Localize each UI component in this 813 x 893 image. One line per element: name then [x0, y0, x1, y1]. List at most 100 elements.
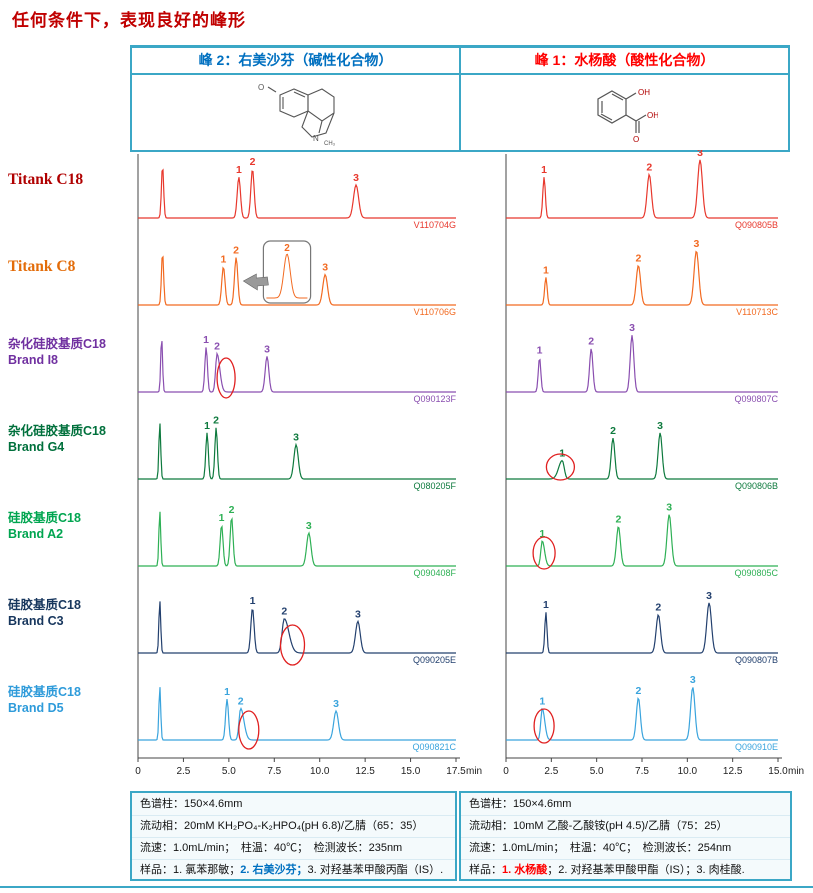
peak-number: 2: [615, 513, 621, 525]
peak-number: 2: [635, 252, 641, 264]
axis-tick-label: 15.0: [768, 766, 788, 777]
chromatogram-trace: [506, 687, 778, 741]
peak-number: 3: [264, 343, 270, 355]
carbonyl-oxygen-label: O: [633, 135, 639, 144]
condition-text-segment: 流动相：10mM 乙酸-乙酸铵(pH 4.5)/乙腈（75：25）: [469, 820, 728, 832]
right-compound-cell: 峰 1：水杨酸（酸性化合物） OH O OH: [459, 48, 790, 150]
axis-tick-label: 12.5: [723, 766, 743, 777]
column-label: 杂化硅胶基质C18 Brand I8: [8, 337, 106, 368]
axis-tick-label: 2.5: [176, 766, 190, 777]
axis-tick-label: 15.0: [401, 766, 421, 777]
condition-text-segment: 样品：: [469, 864, 502, 876]
compound-header-table: 峰 2：右美沙芬（碱性化合物） O N CH₃: [130, 45, 790, 152]
peak-number: 1: [236, 164, 242, 176]
condition-line: 流速：1.0mL/min； 柱温：40℃； 检测波长：235nm: [132, 838, 455, 860]
peak-number: 3: [353, 172, 359, 184]
left-compound-header: 峰 2：右美沙芬（碱性化合物）: [132, 48, 459, 75]
n-methyl-label: CH₃: [324, 141, 336, 147]
condition-text-segment: 色谱柱：150×4.6mm: [469, 798, 572, 810]
chromatogram-trace: [138, 341, 456, 393]
column-label: Titank C18: [8, 171, 84, 188]
chromatogram-trace: [506, 250, 778, 306]
peak-number: 3: [322, 262, 328, 274]
axis-tick-label: 17.5: [446, 766, 466, 777]
peak-number: 3: [293, 432, 299, 444]
peak-number: 2: [233, 245, 239, 257]
axis-tick-label: 10.0: [310, 766, 330, 777]
defect-highlight-ellipse: [238, 710, 260, 750]
peak-number: 3: [706, 590, 712, 602]
sample-code: Q090123F: [413, 394, 456, 404]
condition-text-segment: 流动相：20mM KH₂PO₄-K₂HPO₄(pH 6.8)/乙腈（65：35）: [140, 820, 424, 832]
peak-number: 3: [666, 502, 672, 514]
arrow-icon: [242, 273, 269, 291]
sample-code: Q090408F: [413, 568, 456, 578]
peak-number: 2: [281, 606, 287, 618]
condition-text-segment: 样品：1. 氯苯那敏；: [140, 864, 241, 876]
axis-tick-label: 5.0: [590, 766, 604, 777]
sample-code: Q090805C: [734, 568, 778, 578]
condition-text-segment: 流速：1.0mL/min； 柱温：40℃； 检测波长：254nm: [469, 842, 732, 854]
peak-number: 1: [204, 420, 210, 432]
defect-highlight-ellipse: [532, 536, 556, 570]
peak-number: 1: [539, 528, 545, 540]
chromatogram-trace: [506, 602, 778, 654]
structure-bonds: [267, 86, 335, 138]
condition-text-segment: 色谱柱：150×4.6mm: [140, 798, 243, 810]
defect-highlight-ellipse: [545, 453, 576, 481]
sample-code: Q090807B: [735, 655, 778, 665]
chromatogram-trace: [506, 432, 778, 480]
peak-number: 1: [220, 254, 226, 266]
peak-number: 1: [539, 695, 545, 707]
condition-text-segment: 1. 水杨酸: [502, 864, 548, 876]
axis-tick-label: 12.5: [355, 766, 375, 777]
axis-tick-label: 7.5: [635, 766, 649, 777]
chromatogram-trace: [138, 255, 456, 306]
condition-text-segment: 3. 对羟基苯甲酸丙酯（IS）.: [307, 864, 444, 876]
peak-number: 1: [543, 599, 549, 611]
peak-number: 3: [306, 520, 312, 532]
dextromethorphan-structure-image: O N CH₃: [132, 75, 459, 150]
condition-line: 流速：1.0mL/min； 柱温：40℃； 检测波长：254nm: [461, 838, 790, 860]
axis-unit-label: min: [788, 766, 804, 777]
peak-number: 1: [541, 164, 547, 176]
sample-code: Q090805B: [735, 220, 778, 230]
defect-highlight-ellipse: [216, 357, 236, 399]
chromatogram-trace: [138, 423, 456, 480]
inset-peak-trace: [266, 253, 308, 299]
peak-number: 3: [333, 698, 339, 710]
left-chromatogram-column: 0 2.5 5.0 7.5 10.0 12.5 15.0 17.5 min123V110704G…: [135, 154, 482, 777]
chromatogram-trace: [138, 168, 456, 219]
defect-highlight-ellipse: [279, 624, 306, 666]
condition-line: 流动相：10mM 乙酸-乙酸铵(pH 4.5)/乙腈（75：25）: [461, 816, 790, 838]
dextromethorphan-structure: O N CH₃: [258, 83, 336, 147]
column-label: Titank C8: [8, 258, 76, 275]
acid-hydroxyl-label: OH: [647, 111, 658, 120]
chromatogram-trace: [506, 514, 778, 567]
right-conditions-box: 色谱柱：150×4.6mm 流动相：10mM 乙酸-乙酸铵(pH 4.5)/乙腈（…: [459, 791, 792, 881]
peak-number: 3: [697, 150, 703, 159]
sample-code: V110704G: [414, 220, 456, 230]
sample-code: Q080205F: [413, 481, 456, 491]
chromatogram-trace: [138, 601, 456, 654]
condition-line: 样品：1. 氯苯那敏；2. 右美沙芬；3. 对羟基苯甲酸丙酯（IS）.: [132, 860, 455, 881]
peak-number: 1: [203, 334, 209, 346]
peak-number: 1: [250, 595, 256, 607]
peak-number: 2: [213, 415, 219, 427]
methoxy-oxygen-label: O: [258, 83, 264, 92]
column-label: 硅胶基质C18 Brand C3: [8, 598, 81, 629]
axis-tick-label: 0: [135, 766, 141, 777]
zoom-inset-box: [262, 240, 312, 304]
axis-tick-label: 5.0: [222, 766, 236, 777]
right-chromatogram-column: 0 2.5 5.0 7.5 10.0 12.5 15.0 min 1 2 3 Q090805B 1 2 3 V…: [503, 150, 804, 777]
bottom-border-line: [0, 886, 813, 888]
condition-text-segment: ；2. 对羟基苯甲酸甲酯（IS）；3. 肉桂酸.: [547, 864, 745, 876]
column-label: 杂化硅胶基质C18 Brand G4: [8, 424, 106, 455]
chromatogram-trace: [138, 511, 456, 567]
peak-number: 2: [250, 156, 256, 168]
inset-peak-number: 2: [284, 243, 290, 254]
peak-number: 1: [543, 264, 549, 276]
defect-highlight-ellipse: [533, 708, 555, 744]
chromatogram-trace: [138, 687, 456, 741]
